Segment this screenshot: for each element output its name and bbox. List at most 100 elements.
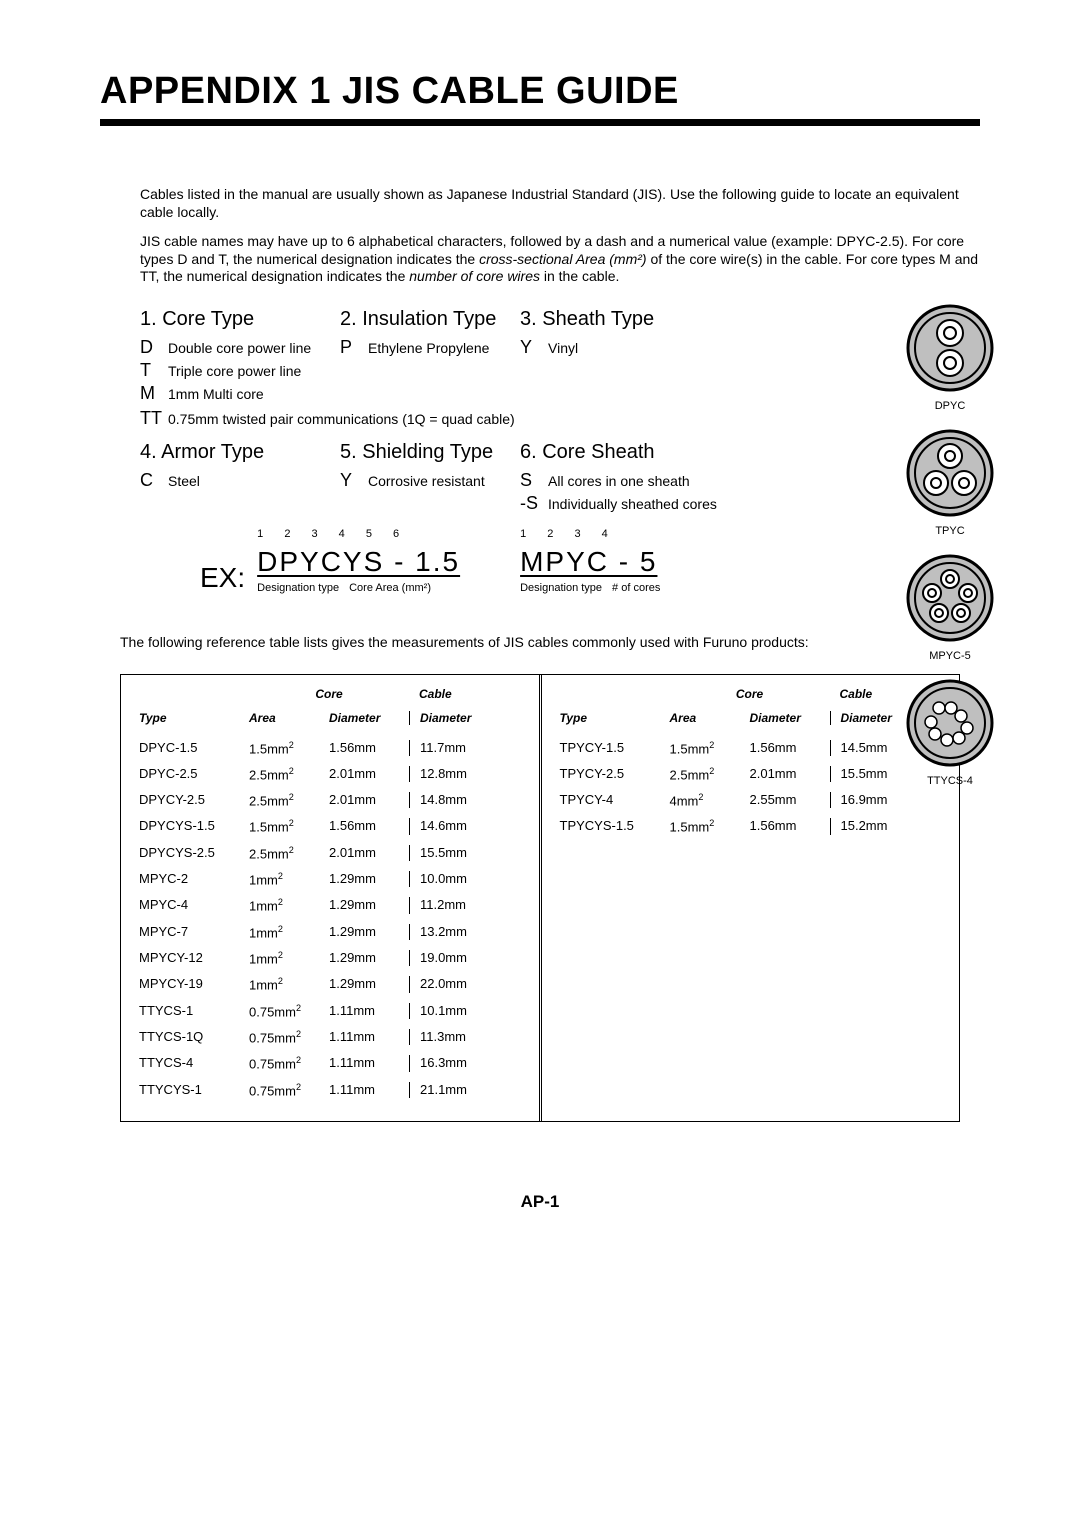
insulation-col: 2. Insulation Type PEthylene Propylene (340, 298, 520, 406)
cell-area: 1mm2 (249, 924, 329, 940)
tt-row: TT0.75mm twisted pair communications (1Q… (140, 406, 740, 431)
cell-cable-diam: 11.7mm (409, 740, 489, 756)
cell-cable-diam: 15.5mm (409, 845, 489, 861)
title-rule (100, 119, 980, 126)
cell-type: MPYCY-19 (139, 976, 249, 992)
table-row: MPYCY-121mm21.29mm19.0mm (139, 945, 521, 971)
cell-cable-diam: 19.0mm (409, 950, 489, 966)
table-row: DPYC-2.52.5mm22.01mm12.8mm (139, 761, 521, 787)
table-row: TTYCYS-10.75mm21.11mm21.1mm (139, 1077, 521, 1103)
cell-type: MPYC-7 (139, 924, 249, 940)
table-row: MPYCY-191mm21.29mm22.0mm (139, 971, 521, 997)
cell-diam: 1.56mm (329, 740, 409, 756)
page-title: APPENDIX 1 JIS CABLE GUIDE (100, 70, 980, 113)
cell-diam: 1.29mm (329, 950, 409, 966)
table-row: MPYC-71mm21.29mm13.2mm (139, 919, 521, 945)
cell-cable-diam: 11.3mm (409, 1029, 489, 1045)
cell-diam: 1.11mm (329, 1029, 409, 1045)
intro-p2: JIS cable names may have up to 6 alphabe… (140, 233, 980, 286)
cell-diam: 2.55mm (750, 792, 830, 808)
table-intro: The following reference table lists give… (120, 634, 980, 650)
example-prefix: EX: (200, 562, 257, 594)
cell-diam: 2.01mm (750, 766, 830, 782)
core-type-col: 1. Core Type DDouble core power line TTr… (140, 298, 340, 406)
table-row: TPYCYS-1.51.5mm21.56mm15.2mm (560, 813, 942, 839)
cell-diam: 1.11mm (329, 1055, 409, 1071)
cell-type: TPYCY-2.5 (560, 766, 670, 782)
cell-cable-diam: 15.2mm (830, 818, 910, 834)
cell-type: TTYCS-1Q (139, 1029, 249, 1045)
cell-area: 1mm2 (249, 976, 329, 992)
cell-area: 2.5mm2 (670, 766, 750, 782)
cell-diam: 1.56mm (750, 740, 830, 756)
cell-type: DPYCY-2.5 (139, 792, 249, 808)
cell-type: TPYCY-1.5 (560, 740, 670, 756)
cell-diam: 1.11mm (329, 1082, 409, 1098)
cell-type: DPYCYS-1.5 (139, 818, 249, 834)
cell-area: 0.75mm2 (249, 1003, 329, 1019)
cell-diam: 2.01mm (329, 766, 409, 782)
tpyc-icon (905, 428, 995, 518)
table-row: MPYC-21mm21.29mm10.0mm (139, 866, 521, 892)
table-row: TTYCS-40.75mm21.11mm16.3mm (139, 1050, 521, 1076)
cell-cable-diam: 12.8mm (409, 766, 489, 782)
cell-cable-diam: 10.1mm (409, 1003, 489, 1019)
cell-type: TPYCYS-1.5 (560, 818, 670, 834)
cell-diam: 2.01mm (329, 845, 409, 861)
table-row: TTYCS-1Q0.75mm21.11mm11.3mm (139, 1024, 521, 1050)
cell-area: 1mm2 (249, 897, 329, 913)
tpyc-diagram: TPYC (905, 428, 995, 537)
cell-area: 1mm2 (249, 871, 329, 887)
intro-text: Cables listed in the manual are usually … (140, 186, 980, 286)
cell-diam: 1.29mm (329, 976, 409, 992)
cell-area: 2.5mm2 (249, 792, 329, 808)
table-row: DPYCYS-2.52.5mm22.01mm15.5mm (139, 840, 521, 866)
cell-area: 0.75mm2 (249, 1055, 329, 1071)
example-chunk-1: 1 2 3 4 5 6 DPYCYS - 1.5 Designation typ… (257, 546, 460, 594)
example-block: EX: 1 2 3 4 5 6 DPYCYS - 1.5 Designation… (200, 546, 980, 594)
cell-type: TTYCS-4 (139, 1055, 249, 1071)
cell-type: DPYCYS-2.5 (139, 845, 249, 861)
cell-cable-diam: 11.2mm (409, 897, 489, 913)
cell-type: MPYC-2 (139, 871, 249, 887)
shielding-heading: 5. Shielding Type (340, 441, 520, 464)
core-type-heading: 1. Core Type (140, 308, 340, 331)
table-row: TTYCS-10.75mm21.11mm10.1mm (139, 998, 521, 1024)
cell-type: MPYC-4 (139, 897, 249, 913)
armor-col: 4. Armor Type CSteel (140, 431, 340, 516)
table-row: TPYCY-44mm22.55mm16.9mm (560, 787, 942, 813)
table-row: MPYC-41mm21.29mm11.2mm (139, 892, 521, 918)
cell-cable-diam: 14.6mm (409, 818, 489, 834)
core-sheath-heading: 6. Core Sheath (520, 441, 740, 464)
cell-area: 1.5mm2 (249, 740, 329, 756)
shielding-col: 5. Shielding Type YCorrosive resistant (340, 431, 520, 516)
cable-diagrams: DPYC TPYC (880, 303, 1020, 787)
legend-section: 1. Core Type DDouble core power line TTr… (140, 298, 980, 594)
cell-diam: 2.01mm (329, 792, 409, 808)
cell-cable-diam: 14.8mm (409, 792, 489, 808)
cell-area: 2.5mm2 (249, 766, 329, 782)
cell-area: 0.75mm2 (249, 1082, 329, 1098)
cell-type: TTYCS-1 (139, 1003, 249, 1019)
page-footer: AP-1 (100, 1192, 980, 1212)
cell-cable-diam: 13.2mm (409, 924, 489, 940)
cable-tables: Core Cable Type Area Diameter Diameter D… (120, 674, 960, 1123)
core-sheath-col: 6. Core Sheath SAll cores in one sheath … (520, 431, 740, 516)
cell-type: TPYCY-4 (560, 792, 670, 808)
cell-diam: 1.56mm (329, 818, 409, 834)
cell-cable-diam: 16.9mm (830, 792, 910, 808)
mpyc5-diagram: MPYC-5 (905, 553, 995, 662)
sheath-heading: 3. Sheath Type (520, 308, 740, 331)
mpyc5-icon (905, 553, 995, 643)
cell-type: TTYCYS-1 (139, 1082, 249, 1098)
cell-diam: 1.11mm (329, 1003, 409, 1019)
page: APPENDIX 1 JIS CABLE GUIDE Cables listed… (0, 0, 1080, 1252)
ttycs4-diagram: TTYCS-4 (905, 678, 995, 787)
cell-area: 1mm2 (249, 950, 329, 966)
cell-area: 1.5mm2 (670, 740, 750, 756)
table-row: DPYCYS-1.51.5mm21.56mm14.6mm (139, 813, 521, 839)
insulation-heading: 2. Insulation Type (340, 308, 520, 331)
cell-diam: 1.29mm (329, 897, 409, 913)
cell-cable-diam: 16.3mm (409, 1055, 489, 1071)
armor-heading: 4. Armor Type (140, 441, 340, 464)
